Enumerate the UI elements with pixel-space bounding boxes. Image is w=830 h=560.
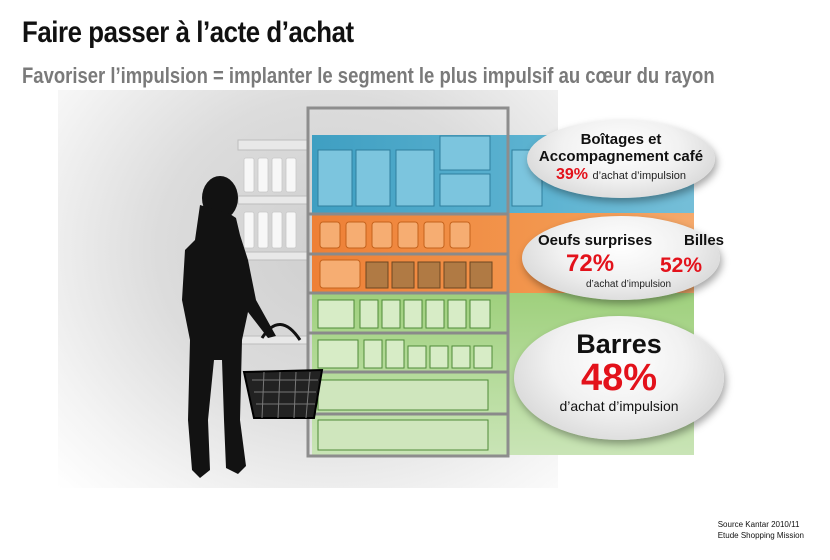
callout-barres-percent: 48% [580, 357, 658, 399]
source-line2: Etude Shopping Mission [717, 531, 804, 540]
callout-boitages-title-line2: Accompagnement café [538, 148, 704, 165]
callout-oeufs-title: Oeufs surprises [538, 232, 653, 249]
source-line1: Source Kantar 2010/11 [717, 520, 800, 529]
callout-boitages-cafe: Boîtages et Accompagnement café 39% d’ac… [527, 120, 715, 198]
page-subtitle: Favoriser l’impulsion = implanter le seg… [22, 63, 715, 88]
page-title: Faire passer à l’acte d’achat [22, 16, 354, 49]
callout-oeufs-percent: 72% [566, 250, 615, 277]
callout-barres-title: Barres [576, 329, 662, 359]
callout-boitages-caption: d’achat d’impulsion [592, 170, 687, 182]
callout-boitages-title-line1: Boîtages et [580, 131, 662, 148]
shopper-silhouette [182, 176, 276, 478]
callout-oeufs-caption: d’achat d’impulsion [586, 279, 672, 290]
shopping-basket [242, 323, 324, 419]
callout-boitages-percent: 39% [555, 166, 588, 183]
callout-barres: Barres 48% d’achat d’impulsion [514, 316, 724, 440]
source-note: Source Kantar 2010/11 Etude Shopping Mis… [718, 519, 804, 541]
callout-oeufs-billes: Oeufs surprises Billes 72% 52% d’achat d… [522, 216, 724, 300]
callout-barres-caption: d’achat d’impulsion [559, 398, 679, 414]
callout-billes-percent: 52% [660, 254, 703, 277]
callout-billes-title: Billes [684, 232, 725, 249]
